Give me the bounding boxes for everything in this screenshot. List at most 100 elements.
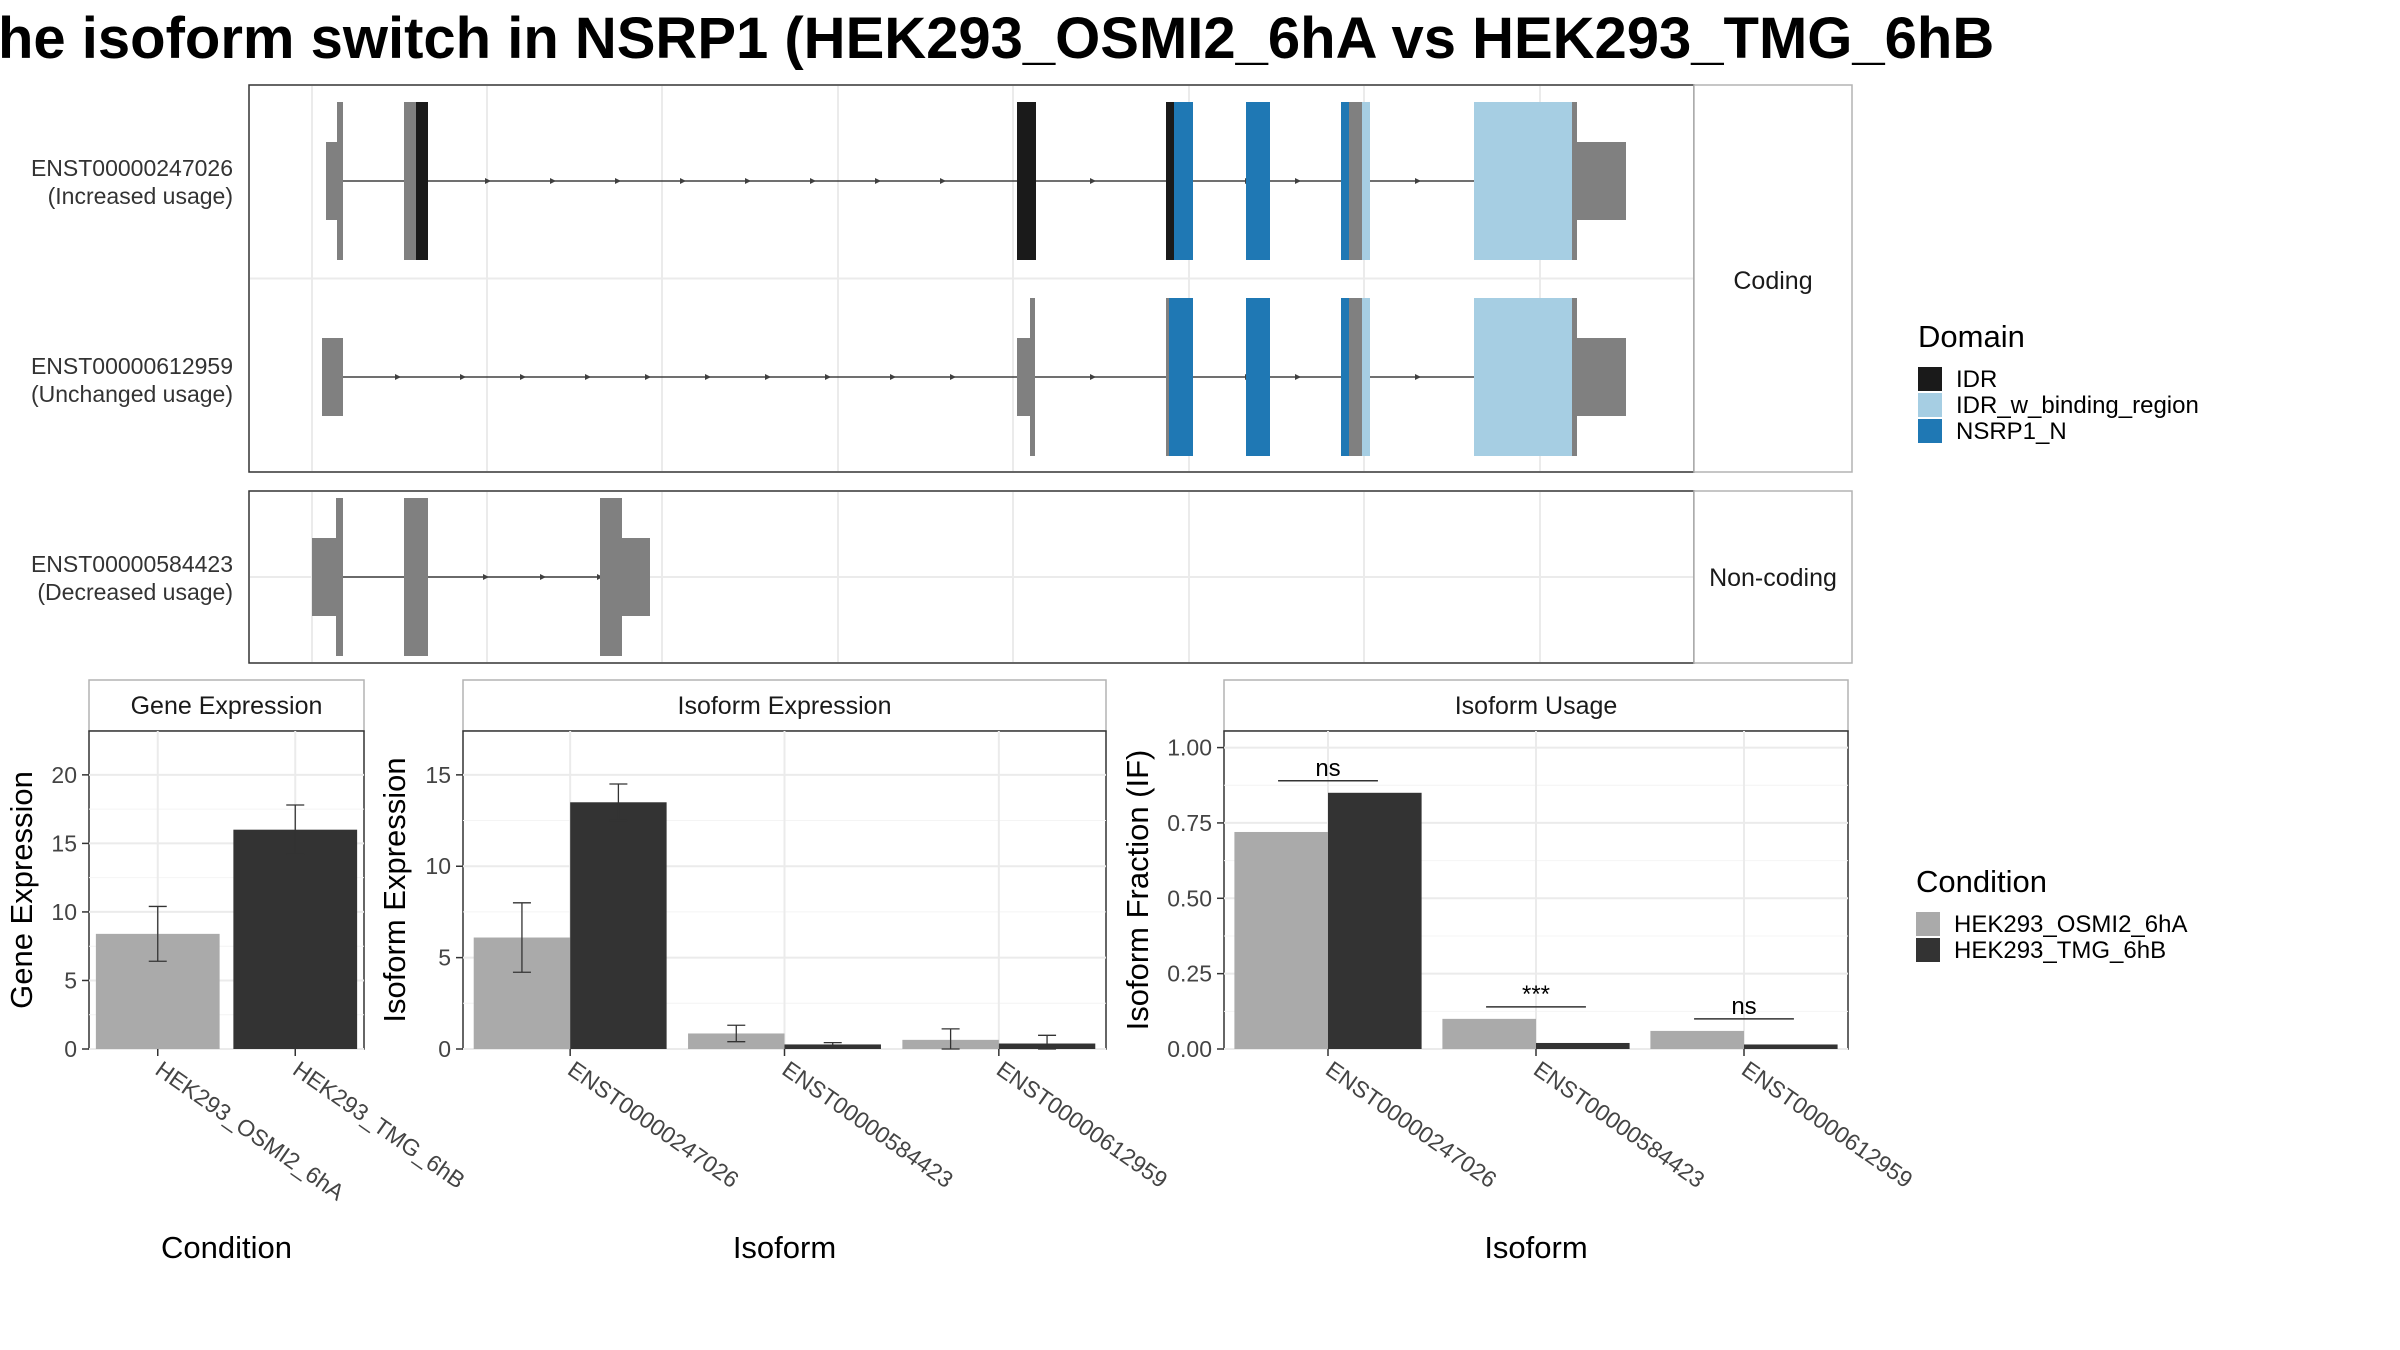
bar xyxy=(233,829,358,1049)
strand-arrow xyxy=(460,374,466,380)
bar xyxy=(570,802,667,1049)
domain-exon xyxy=(1341,298,1350,456)
legend-key-idr xyxy=(1918,367,1942,391)
bar xyxy=(1328,792,1422,1049)
domain-exon xyxy=(1474,102,1572,260)
y-tick-label: 1.00 xyxy=(1167,735,1212,761)
isoform-usage-strip xyxy=(1223,679,1849,732)
utr-exon xyxy=(312,538,340,616)
coding-facet-label: Coding xyxy=(1733,267,1812,295)
transcript-label-usage: (Increased usage) xyxy=(48,183,233,209)
domain-exon xyxy=(1474,298,1572,456)
isoform-expression-strip xyxy=(462,679,1107,732)
legend-key-idr-binding xyxy=(1918,393,1942,417)
noncoding-facet-strip xyxy=(1693,490,1853,664)
utr-exon xyxy=(1017,338,1032,416)
legend-label-osmi2: HEK293_OSMI2_6hA xyxy=(1954,911,2187,938)
transcript-label-id: ENST00000584423 xyxy=(31,551,233,577)
strand-arrow xyxy=(1415,374,1421,380)
strand-arrow xyxy=(1295,178,1301,184)
figure-title: he isoform switch in NSRP1 (HEK293_OSMI2… xyxy=(0,6,1994,71)
strand-arrow xyxy=(1090,178,1096,184)
transcript-label-id: ENST00000247026 xyxy=(31,155,233,181)
strand-arrow xyxy=(395,374,401,380)
strand-arrow xyxy=(520,374,526,380)
utr-exon xyxy=(326,142,340,220)
isoform-usage-y-title: Isoform Fraction (IF) xyxy=(1120,750,1155,1031)
domain-exon xyxy=(1362,102,1370,260)
domain-exon xyxy=(1174,102,1193,260)
strand-arrow xyxy=(875,178,881,184)
strand-arrow xyxy=(705,374,711,380)
y-tick-label: 15 xyxy=(51,830,77,856)
coding-exon xyxy=(1572,102,1577,260)
legend-label-nsrp1-n: NSRP1_N xyxy=(1956,418,2067,445)
y-tick-label: 5 xyxy=(438,945,451,971)
y-tick-label: 20 xyxy=(51,762,77,788)
bar xyxy=(1442,1018,1536,1049)
isoform-expression-x-title: Isoform xyxy=(733,1230,836,1265)
strand-arrow xyxy=(550,178,556,184)
legend-label-idr-binding: IDR_w_binding_region xyxy=(1956,392,2199,419)
coding-exon xyxy=(1349,102,1363,260)
isoform-expression-strip-label: Isoform Expression xyxy=(678,692,892,720)
coding-facet-strip xyxy=(1693,84,1853,473)
domain-exon xyxy=(1362,298,1370,456)
domain-exon xyxy=(1169,298,1193,456)
domain-exon xyxy=(1017,102,1036,260)
strand-arrow xyxy=(890,374,896,380)
isoform-usage-strip-label: Isoform Usage xyxy=(1455,692,1618,720)
legend-label-idr: IDR xyxy=(1956,366,1997,393)
gene-expression-x-title: Condition xyxy=(161,1230,292,1265)
y-tick-label: 10 xyxy=(51,899,77,925)
condition-legend: Condition HEK293_OSMI2_6hA HEK293_TMG_6h… xyxy=(1916,864,2187,964)
coding-exon xyxy=(1030,298,1035,456)
strand-arrow xyxy=(585,374,591,380)
strand-arrow xyxy=(1415,178,1421,184)
utr-exon xyxy=(322,338,343,416)
strand-arrow xyxy=(615,178,621,184)
utr-exon xyxy=(1576,338,1626,416)
transcript-label-id: ENST00000612959 xyxy=(31,353,233,379)
domain-exon xyxy=(1341,102,1350,260)
transcript-label-usage: (Decreased usage) xyxy=(37,579,233,605)
strand-arrow xyxy=(950,374,956,380)
transcript-structure-panel: Coding Non-coding ENST00000247026 (Incre… xyxy=(31,84,1853,664)
isoform-expression-y-title: Isoform Expression xyxy=(377,757,412,1022)
significance-label: *** xyxy=(1522,981,1550,1008)
strand-arrow xyxy=(485,178,491,184)
coding-exon xyxy=(337,102,343,260)
domain-legend: Domain IDR IDR_w_binding_region NSRP1_N xyxy=(1918,319,2199,445)
coding-exon xyxy=(336,498,343,656)
coding-exon xyxy=(1349,298,1363,456)
utr-exon xyxy=(620,538,650,616)
y-tick-label: 10 xyxy=(425,853,451,879)
legend-key-osmi2 xyxy=(1916,912,1940,936)
significance-label: ns xyxy=(1731,993,1756,1020)
strand-arrow xyxy=(1090,374,1096,380)
coding-exon xyxy=(1166,298,1170,456)
domain-exon xyxy=(416,102,428,260)
transcript-models xyxy=(312,102,1626,656)
strand-arrow xyxy=(825,374,831,380)
y-tick-label: 0.50 xyxy=(1167,885,1212,911)
legend-key-tmg xyxy=(1916,938,1940,962)
legend-label-tmg: HEK293_TMG_6hB xyxy=(1954,937,2166,964)
strand-arrow xyxy=(1295,374,1301,380)
domain-legend-title: Domain xyxy=(1918,319,2025,354)
legend-key-nsrp1-n xyxy=(1918,419,1942,443)
coding-exon xyxy=(404,498,428,656)
domain-exon xyxy=(1246,102,1270,260)
bar xyxy=(1744,1044,1838,1049)
domain-exon xyxy=(1166,102,1175,260)
domain-exon xyxy=(1246,298,1270,456)
bar xyxy=(1650,1030,1744,1049)
y-tick-label: 0 xyxy=(64,1036,77,1062)
y-tick-label: 0.00 xyxy=(1167,1036,1212,1062)
strand-arrow xyxy=(645,374,651,380)
condition-legend-title: Condition xyxy=(1916,864,2047,899)
coding-exon xyxy=(1572,298,1577,456)
strand-arrow xyxy=(810,178,816,184)
strand-arrow xyxy=(765,374,771,380)
